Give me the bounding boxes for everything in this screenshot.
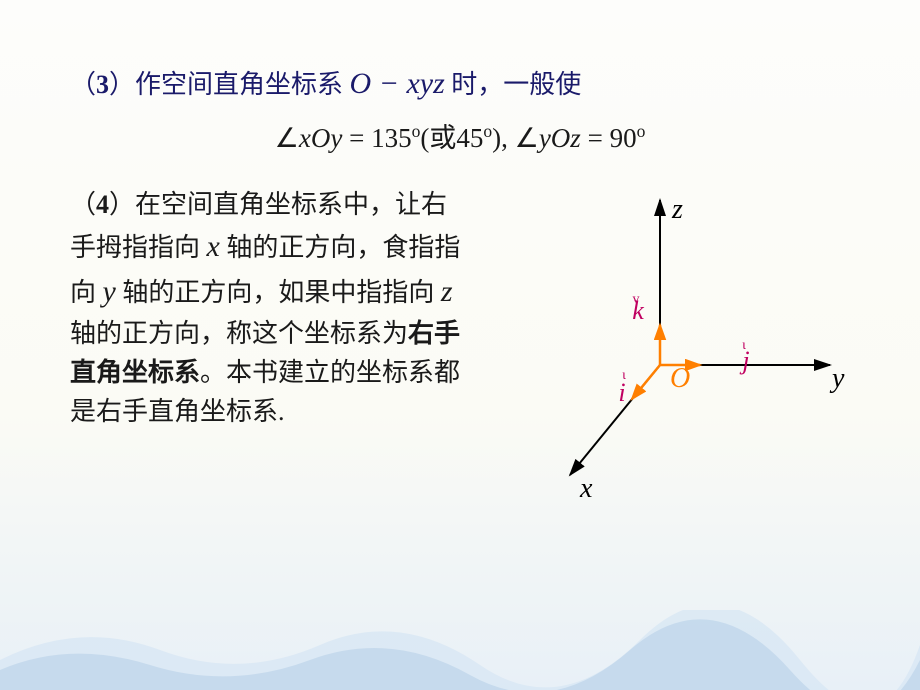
paren-close: ） [109, 70, 135, 99]
svg-text:i: i [618, 378, 625, 407]
paren-open-4: （ [70, 190, 96, 219]
angle-yoz: yOz [539, 123, 581, 153]
svg-text:y: y [829, 363, 845, 394]
item-4-row: （4）在空间直角坐标系中，让右手拇指指向 x 轴的正方向，食指指向 y 轴的正方… [70, 185, 850, 535]
angle-formula: ∠xOy = 135o(或45o), ∠yOz = 90o [70, 116, 850, 155]
angle-xoy: xOy [299, 123, 342, 153]
paren-close-4: ） [109, 190, 135, 219]
item-4-number: 4 [96, 190, 109, 219]
val-45: 45 [456, 123, 483, 153]
item-3-number: 3 [96, 70, 109, 99]
or-close: ), [492, 123, 508, 153]
svg-text:x: x [579, 473, 593, 504]
angle-sym-2: ∠ [515, 123, 539, 153]
deg-3: o [637, 121, 646, 141]
item-3-text-b: 时，一般使 [451, 70, 581, 99]
item-4-paragraph: （4）在空间直角坐标系中，让右手拇指指向 x 轴的正方向，食指指向 y 轴的正方… [70, 185, 470, 431]
z-var: z [441, 275, 453, 308]
p4-t4: 轴的正方向，称这个坐标系为 [70, 319, 408, 348]
eq1: = [342, 123, 371, 153]
svg-text:O: O [670, 363, 690, 394]
or-text: 或 [429, 123, 456, 153]
eq2: = [581, 123, 610, 153]
paren-open: （ [70, 70, 96, 99]
svg-text:z: z [671, 194, 683, 225]
slide: （3）作空间直角坐标系 O − xyz 时，一般使 ∠xOy = 135o(或4… [0, 0, 920, 690]
coordinate-diagram: vιιzyxOkji [500, 185, 850, 535]
angle-sym-1: ∠ [275, 123, 299, 153]
x-var: x [207, 230, 220, 263]
svg-text:j: j [739, 346, 749, 375]
or-open: ( [420, 123, 429, 153]
val-90: 90 [610, 123, 637, 153]
coord-svg: vιιzyxOkji [500, 185, 850, 535]
y-var: y [103, 275, 116, 308]
val-135: 135 [371, 123, 412, 153]
deg-2: o [483, 121, 492, 141]
item-3-line: （3）作空间直角坐标系 O − xyz 时，一般使 [70, 60, 850, 108]
svg-text:k: k [632, 296, 644, 325]
o-xyz-symbol: O − xyz [350, 67, 445, 100]
p4-t3: 轴的正方向，如果中指指向 [116, 278, 441, 307]
item-3-text-a: 作空间直角坐标系 [135, 70, 343, 99]
